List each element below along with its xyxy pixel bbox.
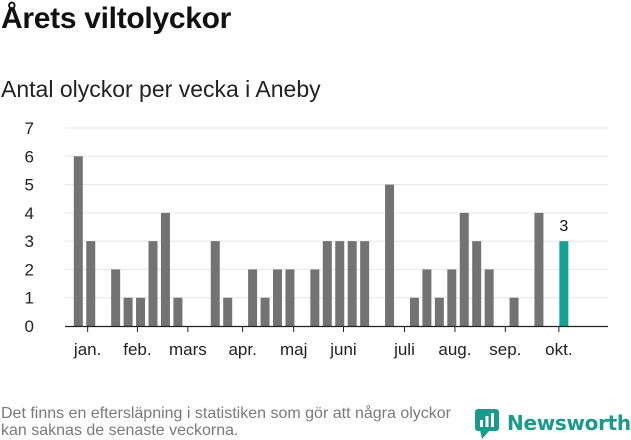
bar — [285, 269, 295, 326]
bar — [484, 269, 494, 326]
x-tick-label: juni — [329, 340, 356, 359]
data-labels: 3 — [559, 218, 568, 235]
y-tick-label: 6 — [25, 147, 34, 166]
y-tick-label: 1 — [25, 289, 34, 308]
x-tick-label: mars — [169, 340, 207, 359]
y-tick-label: 4 — [25, 204, 34, 223]
bar — [434, 297, 444, 326]
bar — [173, 297, 183, 326]
newsworthy-logo: Newsworthy — [474, 408, 631, 440]
chart-title: Årets viltolyckor — [1, 2, 231, 35]
x-tick-label: aug. — [438, 340, 471, 359]
bar — [223, 297, 233, 326]
chart-subtitle: Antal olyckor per vecka i Aneby — [1, 76, 321, 102]
bar — [509, 297, 519, 326]
bar — [260, 297, 270, 326]
x-tick-label: jan. — [73, 340, 101, 359]
bar — [409, 297, 419, 326]
y-tick-label: 7 — [25, 119, 34, 138]
newsworthy-icon — [475, 409, 499, 439]
footnote: Det finns en eftersläpning i statistiken… — [1, 405, 451, 439]
bar-chart: 0 1 2 3 4 5 6 7 jan. feb. mars apr. maj juni juli aug.… — [25, 119, 608, 359]
y-tick-label: 3 — [25, 232, 34, 251]
x-tick-label: juli — [393, 340, 415, 359]
bar-highlight — [559, 241, 569, 326]
bar — [347, 241, 357, 326]
bar — [273, 269, 282, 326]
bar — [86, 241, 96, 326]
bar — [360, 241, 370, 326]
bar — [422, 269, 432, 326]
bar — [248, 269, 258, 326]
bar — [160, 212, 170, 326]
x-tick-label: maj — [280, 340, 307, 359]
y-axis-ticks: 0 1 2 3 4 5 6 7 — [25, 119, 34, 336]
bar — [447, 269, 457, 326]
bars — [73, 156, 569, 326]
data-label: 3 — [559, 218, 568, 235]
x-tick-label: apr. — [228, 340, 256, 359]
bar — [73, 156, 83, 326]
x-tick-label: sep. — [489, 340, 521, 359]
x-tick-label: feb. — [123, 340, 151, 359]
bar — [111, 269, 121, 326]
bar — [210, 241, 220, 326]
x-axis-month-labels: jan. feb. mars apr. maj juni juli aug. sep. okt. — [73, 326, 573, 359]
bar — [459, 212, 469, 326]
y-tick-label: 5 — [25, 176, 34, 195]
bar — [310, 269, 320, 326]
brand-name: Newsworthy — [507, 411, 631, 435]
y-tick-label: 2 — [25, 260, 34, 279]
bar — [322, 241, 332, 326]
bar — [534, 212, 544, 326]
bar — [123, 297, 133, 326]
x-tick-label: okt. — [545, 340, 572, 359]
bar — [136, 297, 146, 326]
bar — [385, 184, 395, 326]
y-tick-label: 0 — [25, 317, 34, 336]
bar — [472, 241, 482, 326]
bar — [148, 241, 158, 326]
bar — [335, 241, 345, 326]
